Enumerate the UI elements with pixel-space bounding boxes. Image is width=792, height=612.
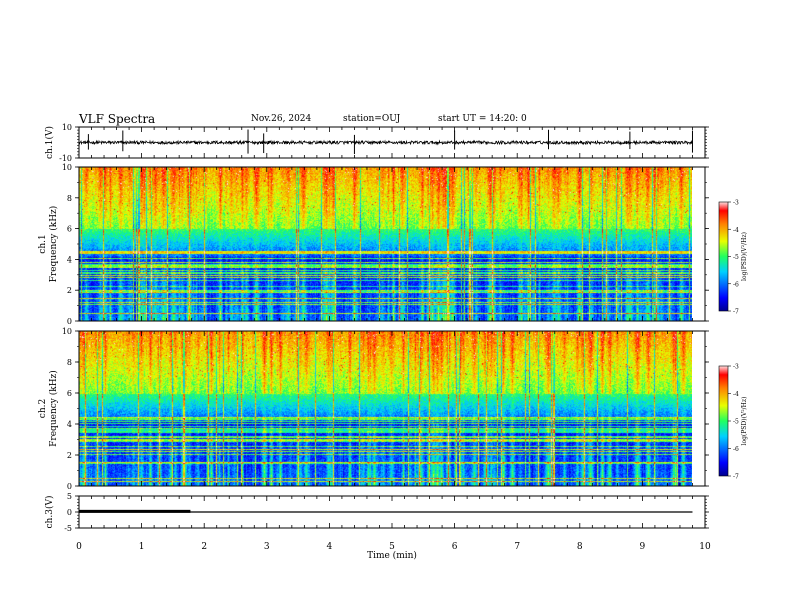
ch2-spec-ytick-label: 0 xyxy=(67,482,72,491)
ch2-spec-ylabel: Frequency (kHz) xyxy=(48,370,59,447)
ch3-wave-ytick-label: 0 xyxy=(67,508,72,517)
ch1-spec-ytick-label: 10 xyxy=(62,163,72,172)
date-label: Nov.26, 2024 xyxy=(251,114,312,124)
ch1-spec-channel-label: ch.1 xyxy=(38,234,48,253)
ch1-wave-ylabel: ch.1(V) xyxy=(44,126,55,159)
ch1-trace xyxy=(79,139,693,146)
x-tick-label: 1 xyxy=(139,542,145,552)
chart-title: VLF Spectra xyxy=(79,112,156,126)
ch2-spec-ytick-label: 4 xyxy=(67,420,72,429)
ch2-colorbar-tick-label: -3 xyxy=(733,364,739,371)
x-tick-label: 3 xyxy=(264,542,270,552)
ch1-spectrogram-nodata xyxy=(692,167,705,321)
ch2-colorbar-tick-label: -6 xyxy=(733,446,739,453)
ch2-spectrogram xyxy=(79,331,692,486)
x-tick-label: 8 xyxy=(577,542,583,552)
ch3-wave-ytick-label: 5 xyxy=(67,492,72,501)
x-tick-label: 5 xyxy=(389,542,395,552)
start-time-label: start UT = 14:20: 0 xyxy=(438,114,527,124)
ch1-colorbar-tick-label: -4 xyxy=(733,227,739,234)
ch2-spectrogram-nodata xyxy=(692,331,705,486)
ch2-spec-ytick-label: 6 xyxy=(67,389,72,398)
x-tick-label: 6 xyxy=(452,542,458,552)
ch2-colorbar-label: log(PSD)(V²/Hz) xyxy=(741,397,748,446)
ch1-spec-ytick-label: 0 xyxy=(67,317,72,326)
x-tick-label: 9 xyxy=(640,542,646,552)
ch1-spec-ytick-label: 2 xyxy=(67,286,72,295)
ch1-spec-ylabel: Frequency (kHz) xyxy=(48,206,59,283)
ch2-colorbar-tick-label: -5 xyxy=(733,419,739,426)
x-tick-label: 0 xyxy=(76,542,82,552)
ch1-wave-ytick-label: 10 xyxy=(62,123,72,132)
x-tick-label: 7 xyxy=(514,542,520,552)
ch1-spectrogram xyxy=(79,167,692,321)
x-tick-label: 2 xyxy=(201,542,207,552)
ch1-colorbar-tick-label: -7 xyxy=(733,309,739,316)
ch3-wave-ylabel: ch.3(V) xyxy=(44,496,55,529)
ch1-spec-ytick-label: 4 xyxy=(67,255,72,264)
ch2-spec-ytick-label: 2 xyxy=(67,451,72,460)
ch1-colorbar-tick-label: -5 xyxy=(733,254,739,261)
station-label: station=OUJ xyxy=(343,114,401,124)
ch1-colorbar xyxy=(718,201,729,312)
x-axis-label: Time (min) xyxy=(367,550,417,561)
ch1-spec-ytick-label: 6 xyxy=(67,225,72,234)
ch2-spec-channel-label: ch.2 xyxy=(38,399,48,418)
ch3-wave-ytick-label: -5 xyxy=(64,524,72,533)
x-tick-label: 4 xyxy=(327,542,333,552)
x-tick-label: 10 xyxy=(699,542,711,552)
ch1-colorbar-tick-label: -3 xyxy=(733,200,739,207)
ch2-colorbar xyxy=(718,365,729,477)
ch2-colorbar-tick-label: -7 xyxy=(733,474,739,481)
ch2-spec-ytick-label: 10 xyxy=(62,327,72,336)
ch2-colorbar-tick-label: -4 xyxy=(733,391,739,398)
ch2-spec-ytick-label: 8 xyxy=(67,358,72,367)
ch1-colorbar-tick-label: -6 xyxy=(733,281,739,288)
ch1-spec-ytick-label: 8 xyxy=(67,194,72,203)
ch3-thick-segment xyxy=(79,509,191,513)
ch1-wave-ytick-label: -10 xyxy=(59,154,72,163)
ch1-colorbar-label: log(PSD)(V²/Hz) xyxy=(741,232,748,281)
